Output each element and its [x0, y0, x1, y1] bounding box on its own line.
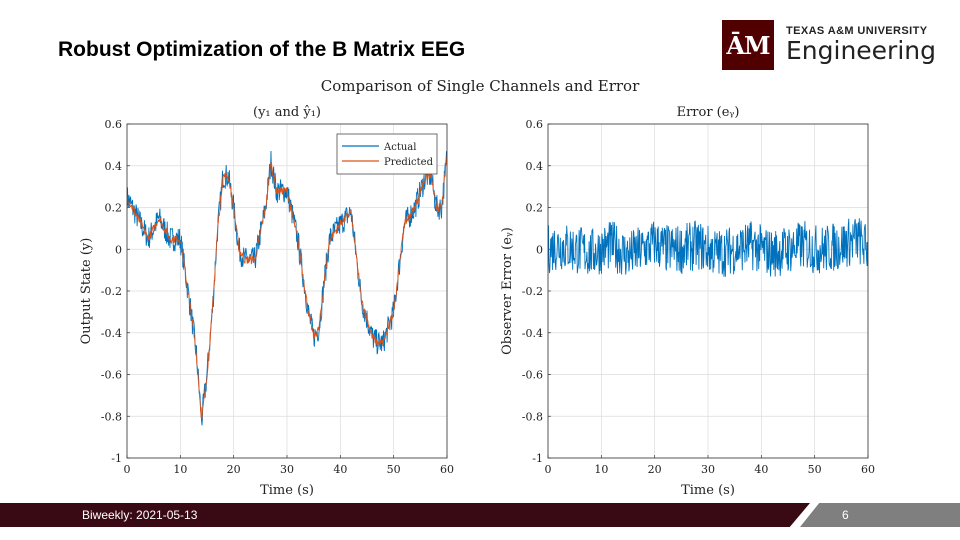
y-tick-label: -0.8 — [101, 410, 122, 423]
logo-university: TEXAS A&M UNIVERSITY — [786, 25, 928, 37]
legend-box — [336, 133, 438, 175]
y-tick-label: 0 — [115, 243, 122, 256]
x-tick-label: 10 — [173, 463, 187, 476]
y-tick-label: -0.6 — [101, 369, 122, 382]
y-tick-label: -0.4 — [101, 327, 122, 340]
y-tick-label: 0.2 — [526, 202, 544, 215]
y-axis-label: Output State (y) — [79, 238, 94, 345]
footer-left-band — [0, 503, 810, 527]
y-tick-label: -0.2 — [522, 285, 543, 298]
tamu-logo: ĀM TEXAS A&M UNIVERSITY Engineering — [722, 20, 936, 70]
x-tick-label: 20 — [227, 463, 241, 476]
footer-right-band — [800, 503, 960, 527]
x-tick-label: 40 — [333, 463, 347, 476]
slide-title: Robust Optimization of the B Matrix EEG — [58, 38, 466, 61]
x-tick-label: 0 — [545, 463, 552, 476]
y-tick-label: 0.4 — [105, 160, 123, 173]
chart-output-state: 0 10 20 30 40 50 60 -1 -0.8 -0.6 -0.4 -0.2 0 0.2 0.4 0.… — [79, 105, 454, 498]
footer-bar: Biweekly: 2021-05-13 6 — [0, 503, 960, 527]
tamu-logo-mark: ĀM — [722, 20, 774, 70]
x-tick-label: 0 — [124, 463, 131, 476]
y-axis-label: Observer Error (eᵧ) — [500, 227, 515, 355]
x-tick-label: 30 — [280, 463, 294, 476]
figure-suptitle: Comparison of Single Channels and Error — [320, 77, 640, 95]
plot-frame — [126, 123, 448, 459]
series-line-predicted — [127, 154, 447, 419]
x-axis-label: Time (s) — [260, 483, 314, 498]
y-tick-label: 0.2 — [105, 202, 123, 215]
y-tick-label: 0.6 — [526, 118, 544, 131]
y-tick-label: 0.4 — [526, 160, 544, 173]
y-tick-label: -0.2 — [101, 285, 122, 298]
y-tick-label: -1 — [532, 452, 543, 465]
page-number: 6 — [842, 508, 849, 522]
footer-text: Biweekly: 2021-05-13 — [82, 508, 198, 522]
legend-label-actual: Actual — [383, 142, 416, 153]
plot-frame — [547, 123, 869, 459]
chart-title: Error (eᵧ) — [677, 105, 740, 120]
x-tick-label: 20 — [648, 463, 662, 476]
y-tick-label: -0.8 — [522, 410, 543, 423]
x-tick-label: 10 — [594, 463, 608, 476]
y-tick-label: -0.6 — [522, 369, 543, 382]
x-axis-label: Time (s) — [681, 483, 735, 498]
x-tick-label: 50 — [808, 463, 822, 476]
chart-observer-error: 0 10 20 30 40 50 60 -1 -0.8 -0.6 -0.4 -0.2 0 0.2 0.4 0.… — [500, 105, 875, 498]
y-tick-label: -0.4 — [522, 327, 543, 340]
chart-title: (y₁ and ŷ₁) — [253, 105, 321, 120]
x-tick-label: 60 — [440, 463, 454, 476]
x-tick-label: 30 — [701, 463, 715, 476]
x-tick-label: 60 — [861, 463, 875, 476]
y-tick-label: -1 — [111, 452, 122, 465]
legend-label-predicted: Predicted — [384, 157, 434, 168]
x-tick-label: 40 — [754, 463, 768, 476]
logo-department: Engineering — [786, 36, 936, 65]
y-tick-label: 0.6 — [105, 118, 123, 131]
y-tick-label: 0 — [536, 243, 543, 256]
logo-mark-text: ĀM — [726, 30, 770, 60]
x-tick-label: 50 — [387, 463, 401, 476]
series-line-error — [548, 218, 868, 277]
